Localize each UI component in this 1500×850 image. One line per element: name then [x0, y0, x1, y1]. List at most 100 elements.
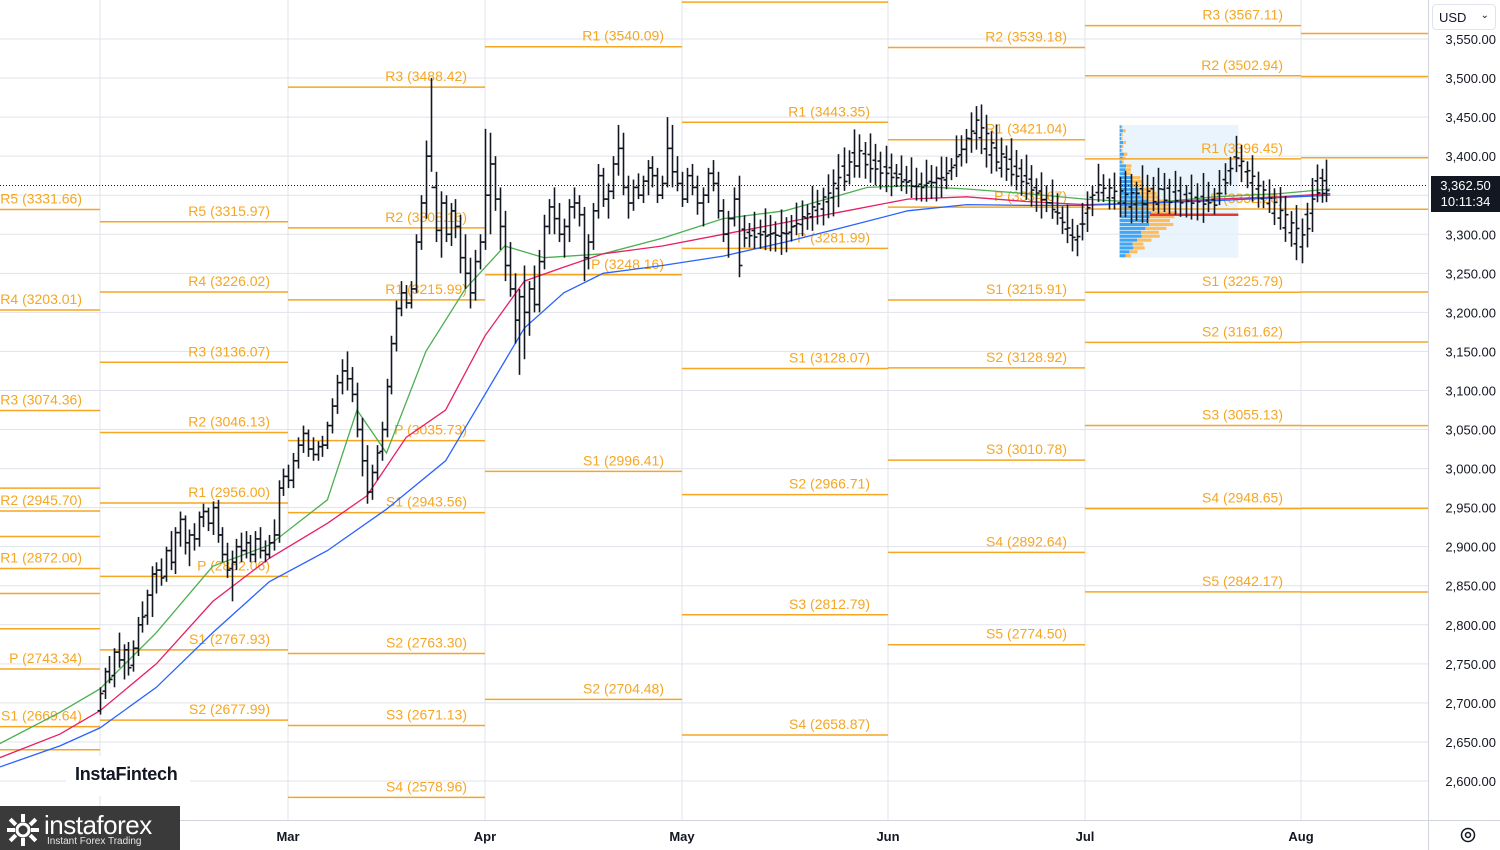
price-bar [1299, 218, 1306, 264]
price-bar [257, 527, 264, 559]
price-bar [1200, 173, 1207, 223]
price-tick-label: 2,850.00 [1445, 579, 1496, 594]
pivot-level-label: R5 (3315.97) [188, 203, 270, 219]
price-bar [1150, 176, 1157, 212]
price-bar [210, 501, 217, 535]
volume-profile-bar [1141, 234, 1160, 238]
price-tick-label: 3,150.00 [1445, 344, 1496, 359]
price-bar [1222, 163, 1229, 195]
price-bar [1293, 205, 1300, 261]
price-bar [1023, 154, 1030, 200]
price-bar [182, 515, 189, 555]
price-bar [993, 124, 1000, 172]
price-bar [1079, 202, 1086, 241]
volume-profile-bar [1119, 156, 1123, 160]
pivot-level-label: R2 (3539.18) [985, 28, 1067, 44]
pivot-level-label: S2 (3161.62) [1202, 323, 1283, 339]
volume-profile-bar [1119, 238, 1138, 242]
moving-average-line [0, 185, 1331, 745]
price-bar [862, 141, 869, 179]
volume-profile-bar [1131, 179, 1142, 184]
brand-tagline: Instant Forex Trading [47, 836, 142, 847]
chevron-down-icon: ⌄ [1480, 10, 1489, 21]
volume-profile-bar [1119, 250, 1130, 254]
volume-profile-bar [1119, 254, 1126, 258]
price-bar [1282, 195, 1289, 242]
price-bar [215, 499, 222, 543]
price-bar [835, 154, 842, 208]
price-bar [1288, 211, 1295, 247]
volume-profile-bar [1119, 152, 1124, 156]
price-bar [1018, 159, 1025, 196]
price-bar [344, 351, 351, 391]
price-bar [700, 187, 707, 227]
price-bar [388, 335, 395, 395]
pivot-level-label: P (2862.06) [197, 557, 270, 573]
price-bar [541, 214, 548, 270]
moving-average-line [0, 192, 1331, 759]
price-tick-label: 2,800.00 [1445, 618, 1496, 633]
pivot-level-label: R1 (2956.00) [188, 484, 270, 500]
volume-profile-bar [1139, 191, 1157, 195]
volume-profile-bar [1119, 172, 1126, 176]
price-bar [497, 187, 504, 250]
price-tick-label: 3,200.00 [1445, 305, 1496, 320]
volume-profile-bar [1119, 211, 1152, 215]
price-bar [1314, 164, 1321, 203]
price-bar [1064, 204, 1071, 244]
time-axis: Mar Apr May Jun Jul Aug [276, 829, 1313, 844]
price-bar [751, 211, 758, 249]
currency-select[interactable]: USD ⌄ [1432, 4, 1496, 30]
volume-profile-bar [1119, 164, 1127, 168]
volume-profile-bar [1122, 156, 1126, 160]
price-bar [1054, 193, 1061, 225]
price-bar [556, 203, 563, 243]
price-bar [610, 156, 617, 200]
pivot-level-label: R3 (3488.42) [385, 68, 467, 84]
price-bar [913, 167, 920, 201]
price-bar [1128, 173, 1135, 224]
pivot-level-label: R2 (3046.13) [188, 414, 270, 430]
price-bar [369, 464, 376, 500]
price-bar [809, 185, 816, 231]
volume-profile-bar [1119, 222, 1150, 227]
pivot-level-label: R3 (3136.07) [188, 343, 270, 359]
price-tick-label: 2,950.00 [1445, 501, 1496, 516]
gear-icon[interactable] [1459, 826, 1477, 844]
price-bar [168, 531, 175, 571]
price-bar [125, 641, 132, 676]
price-bar [814, 189, 821, 225]
price-bar [903, 165, 910, 194]
pivot-level-label: S4 (2892.64) [986, 533, 1067, 549]
moving-averages [0, 185, 1331, 768]
pivot-level-label: R1 (3540.09) [582, 28, 664, 44]
pivot-level-label: P (3248.16) [591, 256, 664, 272]
pivot-level-label: S2 (2677.99) [189, 701, 270, 717]
volume-profile-bar [1119, 246, 1134, 250]
price-bar [566, 199, 573, 243]
volume-profile-bar [1119, 230, 1142, 234]
volume-profile-bar [1119, 125, 1122, 129]
price-bar [1188, 174, 1195, 220]
volume-profile-bar [1129, 250, 1138, 254]
price-bar [1008, 138, 1015, 187]
pivot-level-label: S1 (2943.56) [386, 494, 467, 510]
pivot-level-label: R4 (3203.01) [0, 291, 82, 307]
pivot-level-label: R3 (3074.36) [0, 391, 82, 407]
price-tick-label: 3,550.00 [1445, 32, 1496, 47]
price-bar [467, 257, 474, 309]
price-bar [1106, 178, 1113, 210]
pivot-level-label: R1 (3215.99) [385, 281, 467, 297]
price-bar [139, 601, 146, 633]
price-bar [1122, 170, 1129, 218]
price-bar [825, 174, 832, 219]
current-price-tag: 3,362.50 10:11:34 [1431, 176, 1500, 212]
current-price-value: 3,362.50 [1440, 178, 1491, 193]
price-bar [1003, 145, 1010, 181]
volume-profile-bar [1126, 164, 1132, 168]
price-bar [1033, 178, 1040, 212]
price-bar [1117, 176, 1124, 218]
price-bar [1211, 187, 1218, 215]
price-bar [757, 219, 764, 249]
